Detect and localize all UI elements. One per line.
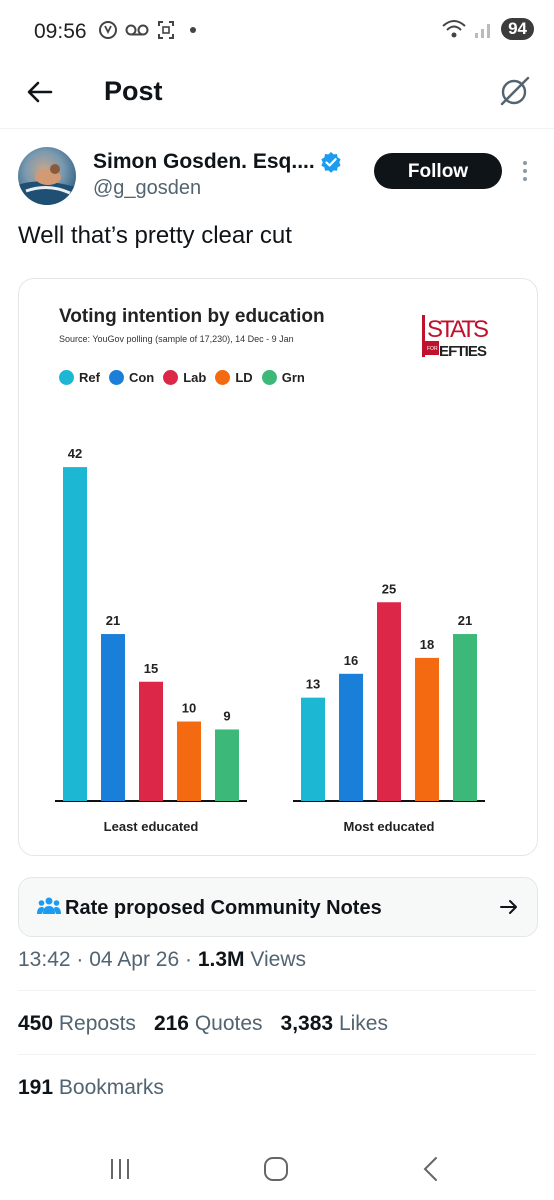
- wifi-icon: [442, 20, 466, 38]
- bar: [215, 729, 239, 801]
- author-handle[interactable]: @g_gosden: [93, 177, 202, 199]
- voicemail-icon: [125, 24, 149, 36]
- bookmarks-count: 191: [18, 1076, 54, 1099]
- bar: [101, 634, 125, 801]
- chart-title: Voting intention by education: [59, 306, 325, 327]
- bookmarks-stat[interactable]: 191 Bookmarks: [18, 1076, 164, 1100]
- separator-dot: ·: [70, 948, 90, 971]
- status-right-icons: 94: [441, 18, 534, 40]
- legend-swatch: [108, 370, 124, 385]
- status-bar: 09:56 94: [0, 0, 554, 62]
- quotes-stat[interactable]: 216 Quotes: [154, 1012, 263, 1036]
- post-time: 13:42: [18, 948, 71, 971]
- data-label: 15: [144, 661, 158, 676]
- quotes-label: Quotes: [194, 1012, 263, 1035]
- data-label: 9: [223, 708, 230, 723]
- author-name[interactable]: Simon Gosden. Esq....: [93, 150, 315, 173]
- divider: [18, 1054, 536, 1055]
- legend-item: Lab: [163, 370, 206, 385]
- engagement-stats: 450 Reposts 216 Quotes 3,383 Likes: [18, 1012, 388, 1036]
- screenshot-icon: [158, 21, 174, 39]
- tweet-text: Well that’s pretty clear cut: [18, 222, 292, 249]
- likes-label: Likes: [338, 1012, 388, 1035]
- quotes-count: 216: [153, 1012, 189, 1035]
- back-arrow-icon[interactable]: [26, 78, 54, 106]
- reposts-label: Reposts: [58, 1012, 136, 1035]
- status-time: 09:56: [34, 20, 87, 43]
- status-dot-icon: [190, 27, 196, 33]
- page-title: Post: [104, 76, 163, 106]
- avatar[interactable]: [18, 147, 76, 205]
- reposts-count: 450: [18, 1012, 54, 1035]
- grok-icon[interactable]: [498, 74, 532, 108]
- data-label: 21: [458, 613, 472, 628]
- arrow-right-icon: [500, 900, 517, 914]
- notification-icon: [99, 21, 117, 39]
- chart-legend: Ref Con Lab LD Grn: [59, 370, 305, 385]
- post-header: Post: [0, 62, 554, 129]
- signal-icon: [475, 24, 491, 38]
- legend-swatch: [59, 370, 74, 385]
- bar: [301, 697, 325, 801]
- post-meta: 13:42 · 04 Apr 26 · 1.3M Views: [18, 948, 306, 972]
- separator-dot: ·: [179, 948, 198, 971]
- svg-text:STATS: STATS: [427, 316, 489, 343]
- bar: [139, 681, 163, 801]
- bar: [339, 673, 363, 801]
- legend-label: Con: [128, 370, 155, 385]
- tweet-image-card[interactable]: Voting intention by education Source: Yo…: [18, 278, 538, 856]
- legend-item: Grn: [261, 370, 305, 385]
- chart-source: Source: YouGov polling (sample of 17,230…: [59, 334, 294, 344]
- bar-chart: 42 21 15 10 9 Least educated 13 16 25 18 21 Most ed…: [55, 446, 485, 834]
- recent-apps-icon[interactable]: [106, 1155, 136, 1183]
- legend-swatch: [261, 370, 277, 385]
- verified-icon: [321, 152, 341, 173]
- battery-level: 94: [501, 18, 534, 40]
- legend-label: Lab: [183, 370, 207, 385]
- more-icon[interactable]: [518, 158, 532, 184]
- stats-for-lefties-logo: STATS FOR EFTIES: [422, 315, 489, 359]
- likes-stat[interactable]: 3,383 Likes: [281, 1012, 388, 1036]
- system-nav-bar: [0, 1135, 554, 1200]
- follow-button[interactable]: Follow: [374, 153, 502, 189]
- category-label: Least educated: [104, 819, 199, 834]
- legend-item: Con: [108, 370, 155, 385]
- views-count: 1.3M: [197, 948, 245, 971]
- bar: [177, 721, 201, 801]
- legend-swatch: [163, 370, 179, 385]
- reposts-stat[interactable]: 450 Reposts: [18, 1012, 136, 1036]
- legend-item: Ref: [59, 370, 100, 385]
- data-label: 21: [106, 613, 120, 628]
- bar: [377, 602, 401, 801]
- divider: [18, 990, 536, 991]
- legend-label: Grn: [281, 370, 305, 385]
- bar: [453, 634, 477, 801]
- bookmarks-label: Bookmarks: [58, 1076, 164, 1099]
- data-label: 16: [344, 653, 358, 668]
- likes-count: 3,383: [280, 1012, 334, 1035]
- data-label: 18: [420, 637, 434, 652]
- community-notes-icon: [37, 897, 61, 914]
- legend-swatch: [215, 370, 231, 385]
- bar: [63, 467, 87, 801]
- svg-text:EFTIES: EFTIES: [439, 343, 487, 359]
- community-notes-label: Rate proposed Community Notes: [65, 897, 382, 919]
- legend-label: LD: [235, 370, 253, 385]
- legend-label: Ref: [79, 370, 100, 385]
- bar: [415, 657, 439, 801]
- views-label: Views: [250, 948, 306, 971]
- status-left-icons: [98, 19, 196, 41]
- svg-text:FOR: FOR: [427, 346, 438, 352]
- post-date: 04 Apr 26: [89, 948, 180, 971]
- community-notes-button[interactable]: Rate proposed Community Notes: [18, 877, 538, 937]
- legend-item: LD: [215, 370, 253, 385]
- back-icon[interactable]: [416, 1155, 446, 1183]
- data-label: 25: [382, 581, 396, 596]
- data-label: 42: [68, 446, 82, 461]
- category-label: Most educated: [343, 819, 434, 834]
- home-icon[interactable]: [261, 1155, 291, 1183]
- data-label: 13: [306, 677, 320, 692]
- data-label: 10: [182, 701, 196, 716]
- avatar-image: [18, 164, 76, 205]
